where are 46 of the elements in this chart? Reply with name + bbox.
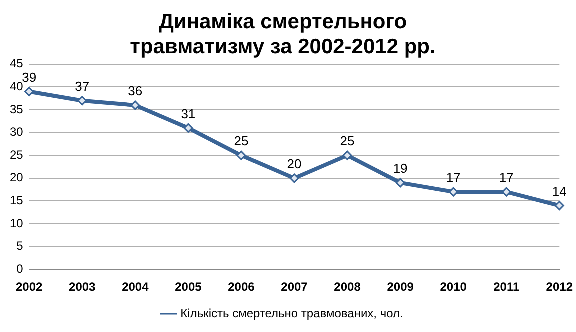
point	[502, 187, 512, 197]
point	[236, 150, 246, 160]
x-tick-label: 2009	[387, 280, 414, 294]
x-tick-label: 2012	[546, 280, 574, 294]
data-label: 17	[446, 170, 461, 186]
point	[396, 178, 406, 188]
data-label: 31	[181, 106, 196, 122]
y-tick-label: 30	[10, 125, 24, 140]
point	[290, 174, 300, 184]
text: Динаміка смертельного	[158, 10, 408, 34]
point	[184, 123, 194, 133]
x-tick-label: 2006	[228, 280, 256, 294]
data-label: 25	[340, 134, 355, 149]
x-tick-label: 2002	[16, 280, 44, 294]
y-tick-label: 5	[16, 239, 24, 254]
data-label: 19	[393, 161, 408, 176]
point	[554, 201, 564, 211]
y-tick-label: 20	[10, 170, 24, 185]
y-tick-label: 25	[10, 148, 24, 162]
data-label: 25	[234, 134, 249, 149]
y-tick-label: 35	[10, 102, 24, 116]
point	[78, 96, 88, 106]
x-tick-label: 2008	[334, 280, 362, 294]
legend-label: Кількість смертельно травмованих, чол.	[180, 306, 404, 320]
x-tick-label: 2010	[440, 280, 468, 294]
data-label: 39	[22, 70, 37, 85]
data-label: 14	[552, 184, 567, 199]
y-tick-label: 45	[10, 56, 24, 71]
point	[342, 150, 352, 160]
text: травматизму за 2002-2012 рр.	[130, 36, 436, 59]
y-tick-label: 40	[10, 80, 24, 94]
x-tick-label: 2003	[69, 280, 96, 294]
point	[130, 100, 140, 110]
point	[24, 87, 34, 97]
x-tick-label: 2007	[281, 280, 308, 294]
x-tick-label: 2011	[494, 280, 520, 294]
y-tick-label: 0	[16, 262, 24, 276]
data-label: 37	[75, 78, 90, 94]
y-tick-label: 15	[10, 194, 24, 208]
x-tick-label: 2005	[175, 280, 202, 294]
data-label: 36	[128, 84, 143, 99]
y-tick-label: 10	[10, 216, 24, 230]
x-tick-label: 2004	[122, 280, 150, 294]
point	[448, 187, 458, 197]
data-label: 20	[287, 156, 302, 172]
data-label: 17	[499, 170, 514, 186]
